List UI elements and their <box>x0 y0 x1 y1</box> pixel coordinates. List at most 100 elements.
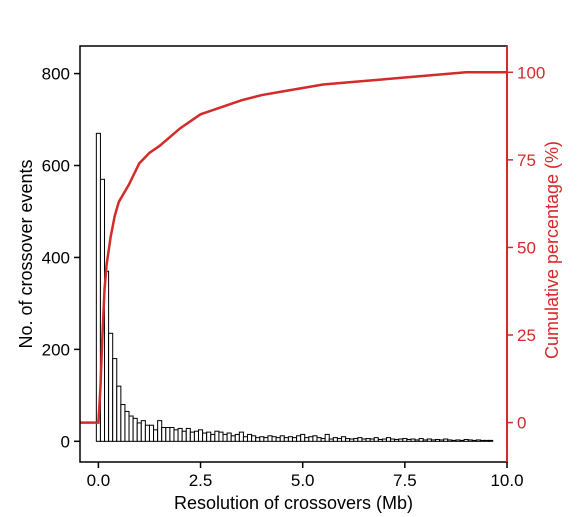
histogram-bar <box>488 439 494 442</box>
histogram-bar <box>422 439 428 442</box>
histogram-bar <box>349 438 355 442</box>
histogram-bar <box>406 438 412 442</box>
histogram-bar <box>197 429 204 442</box>
histogram-bar <box>341 436 347 442</box>
histogram-bar <box>157 420 163 442</box>
histogram-bar <box>112 358 118 442</box>
histogram-bar <box>418 438 424 442</box>
histogram-bar <box>210 433 216 442</box>
histogram-bar <box>189 431 195 442</box>
histogram-bar <box>283 437 289 442</box>
histogram-bar <box>459 439 465 442</box>
histogram-bar <box>390 438 396 442</box>
histogram-bar <box>124 410 130 442</box>
histogram-bar <box>173 429 179 442</box>
histogram-bar <box>263 437 269 442</box>
histogram-bar <box>439 439 445 442</box>
histogram-bar <box>394 438 400 442</box>
histogram-bar <box>296 435 302 442</box>
histogram-bar <box>161 427 167 442</box>
histogram-bar <box>193 430 199 442</box>
histogram-bar <box>475 439 481 442</box>
y2-tick-label: 50 <box>517 238 536 257</box>
histogram-bar <box>414 439 420 442</box>
y2-tick-label: 0 <box>517 414 526 433</box>
histogram-bar <box>365 438 371 442</box>
histogram-bar <box>206 431 212 442</box>
y-tick-label: 0 <box>61 432 70 451</box>
x-axis-title: Resolution of crossovers (Mb) <box>174 493 413 513</box>
histogram-bar <box>177 427 183 442</box>
y-tick-label: 200 <box>42 340 70 359</box>
y2-axis-title: Cumulative percentage (%) <box>542 141 562 359</box>
histogram-bar <box>308 436 314 442</box>
histogram-bar <box>222 433 228 442</box>
histogram-bar <box>291 437 298 442</box>
histogram-bar <box>353 438 359 442</box>
histogram-bar <box>120 404 126 442</box>
histogram-bar <box>443 438 449 442</box>
histogram-bar <box>332 437 338 442</box>
histogram-bar <box>426 438 432 442</box>
histogram-bar <box>385 437 392 442</box>
histogram-bar <box>234 433 240 442</box>
histogram-bar <box>369 438 375 442</box>
histogram-bar <box>108 332 114 442</box>
histogram-bar <box>467 439 473 442</box>
histogram-bar <box>144 424 150 442</box>
histogram-bar <box>471 439 477 442</box>
x-tick-label: 5.0 <box>291 471 315 490</box>
histogram-bar <box>267 435 273 442</box>
histogram-bar <box>345 438 351 442</box>
y-axis-title: No. of crossover events <box>16 159 36 348</box>
y2-tick-label: 25 <box>517 326 536 345</box>
histogram-bar <box>398 438 404 442</box>
histogram-bar <box>377 438 383 442</box>
histogram-bar <box>410 438 416 442</box>
histogram-bar <box>320 438 326 442</box>
histogram-bar <box>169 427 175 442</box>
y2-tick-label: 100 <box>517 63 545 82</box>
histogram-bar <box>381 438 387 442</box>
histogram-bar <box>247 433 253 442</box>
histogram-bar <box>116 385 122 442</box>
histogram-bar <box>185 427 191 442</box>
histogram-bar <box>361 438 367 442</box>
histogram-bar <box>479 439 486 442</box>
histogram-bar <box>238 431 244 442</box>
histogram-bars <box>95 132 494 442</box>
histogram-bar <box>373 437 379 442</box>
histogram-bar <box>304 437 310 442</box>
y2-tick-label: 75 <box>517 151 536 170</box>
histogram-bar <box>255 437 261 442</box>
y-tick-label: 400 <box>42 248 70 267</box>
histogram-bar <box>242 436 249 442</box>
histogram-bar <box>275 437 281 442</box>
y-tick-label: 600 <box>42 157 70 176</box>
histogram-bar <box>328 438 334 442</box>
x-tick-label: 0.0 <box>87 471 111 490</box>
x-tick-label: 2.5 <box>189 471 213 490</box>
histogram-bar <box>434 438 441 442</box>
y-axis-ticks: 0 200 400 600 800 <box>42 65 80 451</box>
y2-axis-ticks: 0 25 50 75 100 <box>506 46 545 462</box>
histogram-bar <box>357 437 363 442</box>
histogram-bar <box>230 435 236 442</box>
x-tick-label: 10.0 <box>490 471 523 490</box>
histogram-bar <box>336 438 343 442</box>
histogram-bar <box>132 417 138 442</box>
histogram-bar <box>430 439 436 442</box>
x-tick-label: 7.5 <box>393 471 417 490</box>
histogram-bar <box>484 439 490 442</box>
histogram-bar <box>202 432 208 442</box>
histogram-bar <box>140 420 146 442</box>
histogram-bar <box>214 430 220 442</box>
histogram-bar <box>287 436 293 442</box>
cumulative-percentage-line <box>80 71 507 424</box>
histogram-bar <box>136 422 142 442</box>
histogram-bar <box>165 427 171 442</box>
histogram-bar <box>251 435 257 442</box>
histogram-bar <box>226 432 232 442</box>
histogram-bar <box>463 438 469 442</box>
